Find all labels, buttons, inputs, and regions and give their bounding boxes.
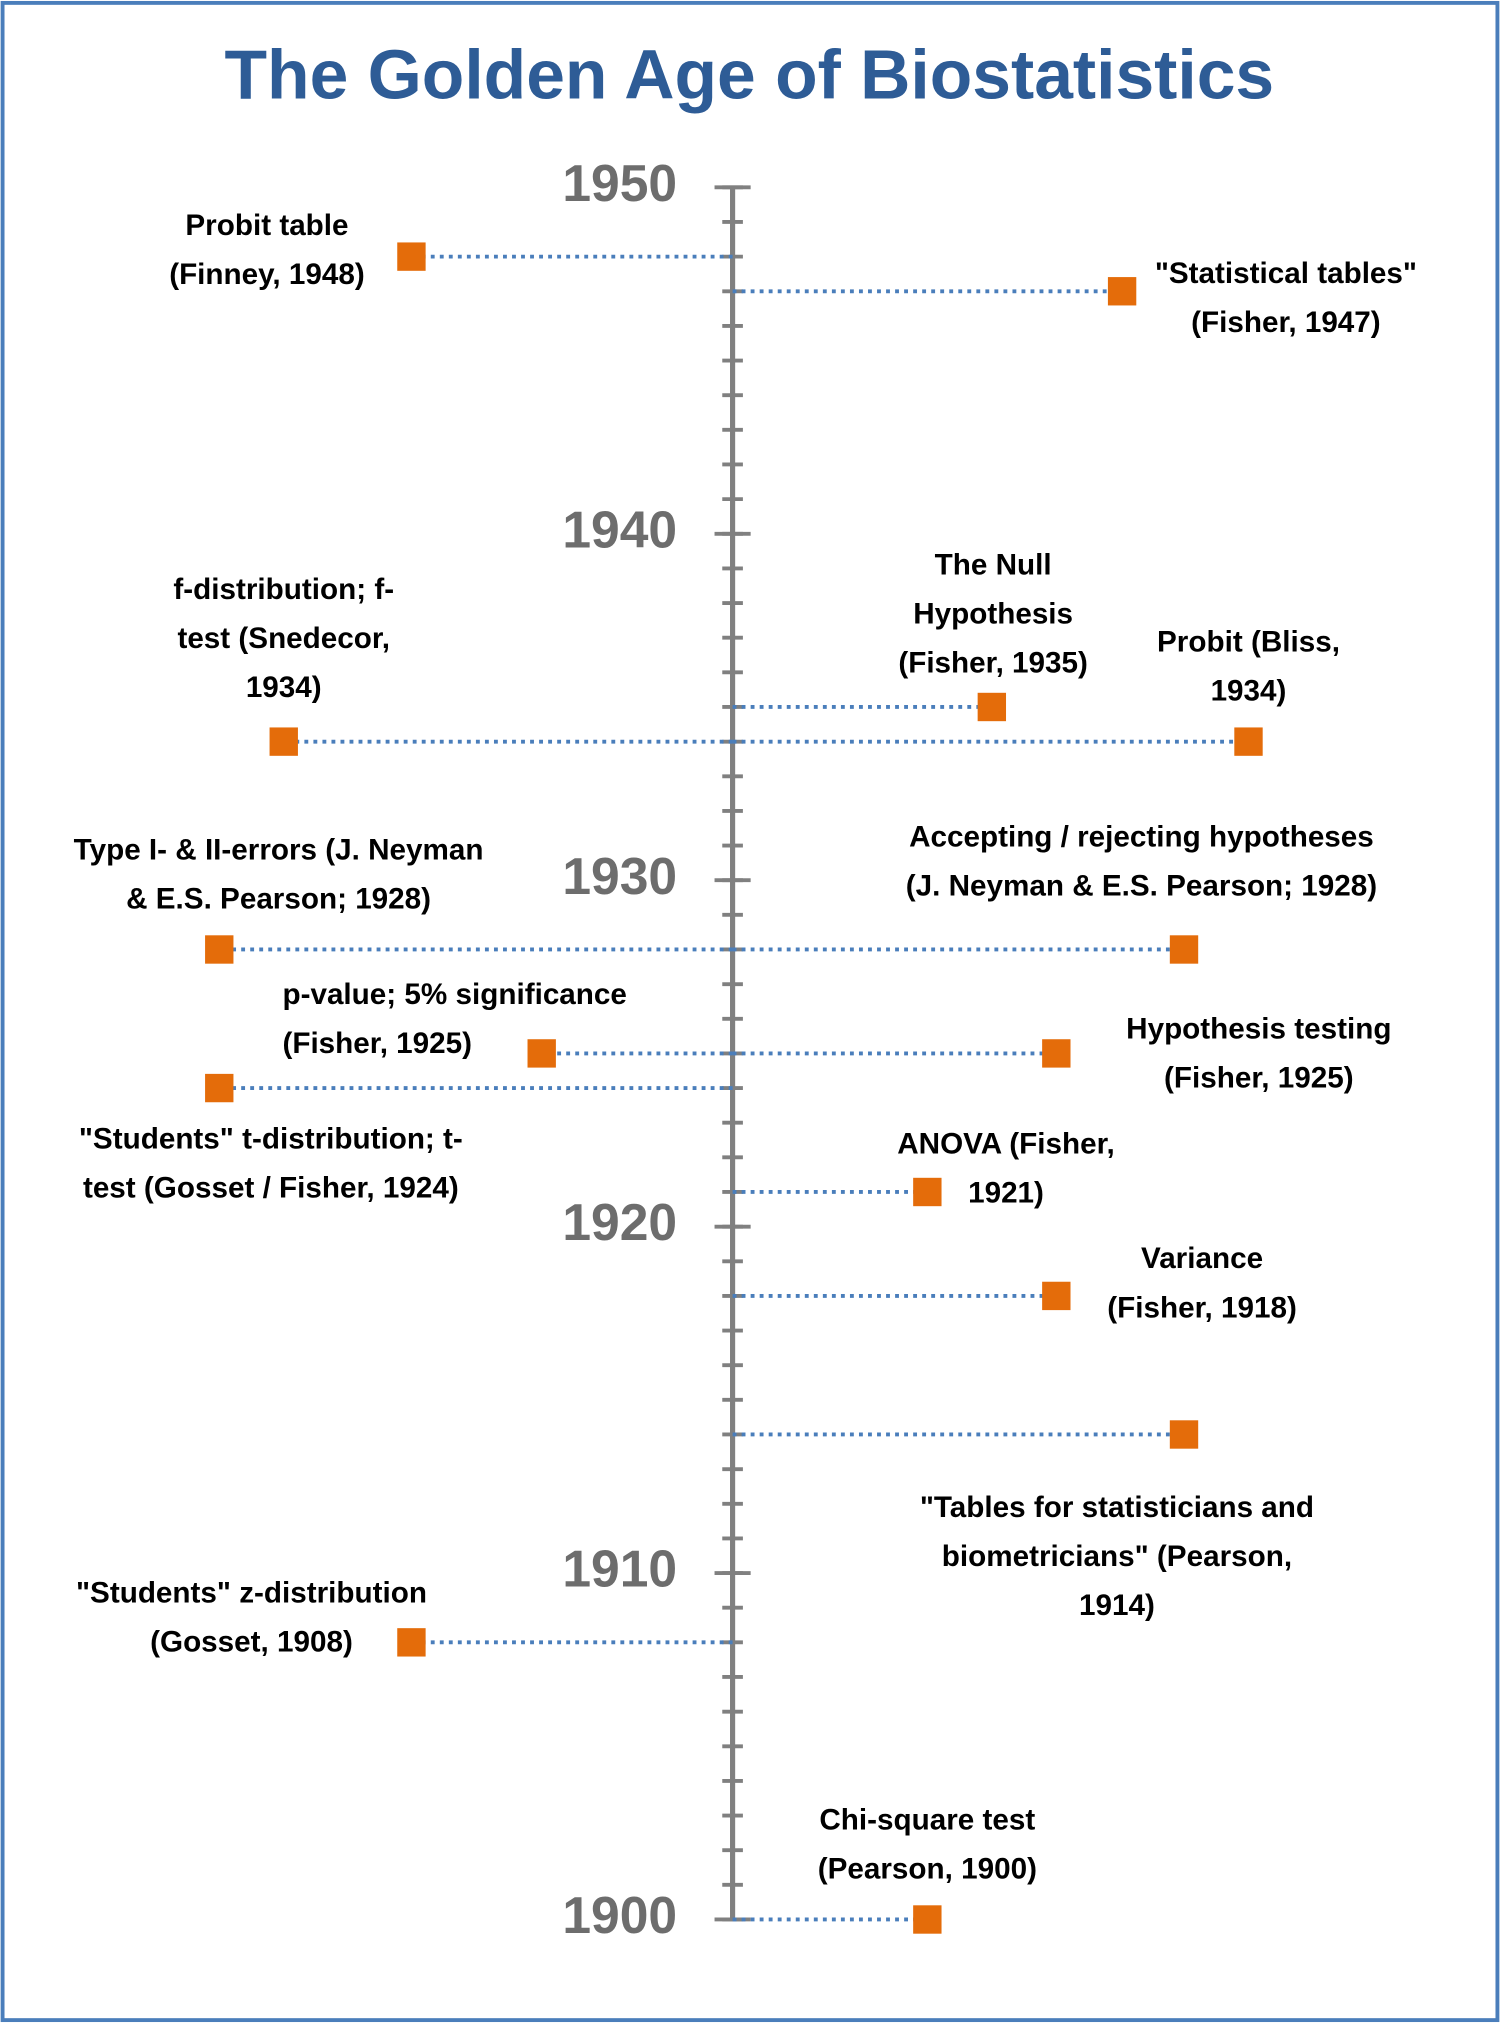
marker (205, 935, 234, 964)
event-label: 1914) (1079, 1589, 1155, 1622)
marker (527, 1039, 556, 1068)
y-tick-label: 1900 (562, 1886, 677, 1944)
event-label: Probit (Bliss, (1157, 626, 1340, 659)
marker (205, 1073, 234, 1103)
event-label: (Pearson, 1900) (818, 1852, 1037, 1885)
y-tick-label: 1920 (562, 1193, 677, 1251)
event-label: "Statistical tables" (1155, 257, 1417, 290)
marker (1234, 727, 1263, 756)
event-label: f-distribution; f- (173, 573, 394, 606)
y-tick-label: 1950 (562, 154, 677, 212)
event-label: ANOVA (Fisher, (897, 1127, 1115, 1160)
event-label: test (Snedecor, (177, 622, 390, 655)
event-label: p-value; 5% significance (282, 978, 626, 1011)
y-tick-label: 1940 (562, 500, 677, 558)
event-label: Hypothesis (913, 597, 1073, 630)
event-label: The Null (935, 548, 1052, 581)
event-label: 1934) (246, 671, 322, 704)
y-tick-label: 1910 (562, 1540, 677, 1598)
marker (913, 1177, 942, 1207)
marker (913, 1905, 942, 1934)
event-label: (Fisher, 1925) (282, 1027, 472, 1060)
event-label: Chi-square test (819, 1803, 1035, 1836)
event-label: "Students" t-distribution; t- (79, 1122, 463, 1155)
event-label: Accepting / rejecting hypotheses (909, 820, 1374, 853)
event-label: biometricians" (Pearson, (942, 1540, 1292, 1573)
event-label: "Students" z-distribution (76, 1576, 427, 1609)
event-label: Type I- & II-errors (J. Neyman (74, 833, 484, 866)
event-label: "Tables for statisticians and (920, 1491, 1314, 1524)
y-tick-label: 1930 (562, 847, 677, 905)
event-label: (J. Neyman & E.S. Pearson; 1928) (906, 870, 1377, 903)
event-label: Hypothesis testing (1126, 1013, 1391, 1046)
event-label: (Fisher, 1918) (1107, 1291, 1297, 1324)
event-label: Probit table (185, 209, 348, 242)
event-label: (Fisher, 1925) (1164, 1062, 1354, 1095)
event-label: (Fisher, 1947) (1191, 306, 1381, 339)
event-label: & E.S. Pearson; 1928) (126, 882, 431, 915)
marker (1042, 1281, 1071, 1311)
marker (1169, 935, 1199, 964)
marker (977, 692, 1007, 722)
marker (397, 1628, 426, 1657)
marker (1169, 1420, 1199, 1449)
marker (1042, 1039, 1071, 1068)
marker (269, 727, 298, 756)
chart-title: The Golden Age of Biostatistics (225, 36, 1275, 114)
event-label: 1934) (1211, 675, 1287, 708)
event-label: (Finney, 1948) (169, 258, 365, 291)
event-label: 1921) (968, 1176, 1044, 1209)
event-label: test (Gosset / Fisher, 1924) (83, 1171, 459, 1204)
event-label: (Fisher, 1935) (898, 646, 1088, 679)
event-label: Variance (1141, 1242, 1263, 1275)
marker (1107, 277, 1137, 306)
marker (397, 242, 426, 271)
event-label: (Gosset, 1908) (150, 1625, 353, 1658)
